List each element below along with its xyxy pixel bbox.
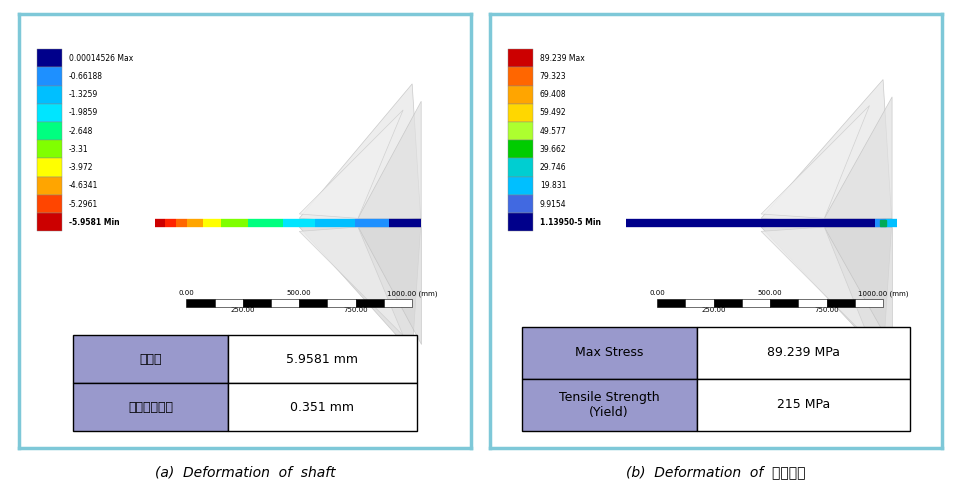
Bar	[37, 140, 62, 159]
Bar	[228, 383, 417, 431]
Bar	[508, 159, 533, 177]
Bar	[697, 379, 910, 431]
Text: 0.351 mm: 0.351 mm	[290, 401, 355, 414]
Text: 750.00: 750.00	[814, 307, 839, 313]
Bar	[328, 299, 356, 308]
Text: Tensile Strength
(Yield): Tensile Strength (Yield)	[558, 391, 659, 419]
Text: 89.239 MPa: 89.239 MPa	[767, 347, 840, 359]
Bar	[37, 122, 62, 140]
Text: -3.31: -3.31	[69, 145, 88, 154]
Text: 19.831: 19.831	[540, 181, 566, 190]
Text: 69.408: 69.408	[540, 90, 566, 99]
Text: 89.239 Max: 89.239 Max	[540, 54, 584, 63]
Bar	[37, 177, 62, 195]
Polygon shape	[299, 110, 404, 218]
Bar	[508, 67, 533, 86]
Polygon shape	[357, 101, 421, 218]
Text: 49.577: 49.577	[540, 127, 567, 135]
Text: 750.00: 750.00	[343, 307, 368, 313]
Text: 9.9154: 9.9154	[540, 200, 566, 209]
Polygon shape	[357, 227, 421, 344]
Bar	[508, 213, 533, 231]
Text: 침집률기준치: 침집률기준치	[128, 401, 173, 414]
Bar	[37, 49, 62, 67]
Text: 500.00: 500.00	[758, 290, 782, 296]
Polygon shape	[825, 227, 892, 348]
Bar	[37, 195, 62, 213]
Text: 0.00: 0.00	[179, 290, 194, 296]
Text: -4.6341: -4.6341	[69, 181, 98, 190]
Bar	[384, 299, 412, 308]
Polygon shape	[299, 84, 421, 227]
Text: 1.13950-5 Min: 1.13950-5 Min	[540, 218, 601, 227]
Text: 79.323: 79.323	[540, 72, 566, 81]
Bar	[186, 299, 214, 308]
Polygon shape	[761, 227, 870, 340]
Bar	[37, 104, 62, 122]
Bar	[770, 299, 799, 308]
Bar	[714, 299, 742, 308]
Bar	[37, 213, 62, 231]
Bar	[243, 299, 271, 308]
Text: -3.972: -3.972	[69, 163, 93, 172]
Polygon shape	[761, 80, 892, 227]
Bar	[73, 383, 228, 431]
Bar	[508, 140, 533, 159]
Bar	[697, 327, 910, 379]
Bar	[522, 327, 697, 379]
Bar	[742, 299, 770, 308]
Text: 215 MPa: 215 MPa	[776, 399, 830, 411]
Text: 0.00: 0.00	[650, 290, 665, 296]
Bar	[522, 379, 697, 431]
Bar	[855, 299, 883, 308]
Bar	[37, 159, 62, 177]
Text: Max Stress: Max Stress	[575, 347, 643, 359]
Text: (a)  Deformation  of  shaft: (a) Deformation of shaft	[155, 466, 335, 480]
Text: -0.66188: -0.66188	[69, 72, 103, 81]
Text: 5.9581 mm: 5.9581 mm	[286, 353, 358, 366]
Bar	[508, 86, 533, 104]
Bar	[508, 104, 533, 122]
Polygon shape	[761, 106, 870, 218]
Bar	[508, 177, 533, 195]
Polygon shape	[825, 97, 892, 218]
Bar	[37, 67, 62, 86]
Bar	[73, 335, 228, 383]
Bar	[685, 299, 714, 308]
Text: -5.9581 Min: -5.9581 Min	[69, 218, 119, 227]
Text: 0.00014526 Max: 0.00014526 Max	[69, 54, 134, 63]
Polygon shape	[299, 218, 421, 353]
Bar	[508, 122, 533, 140]
Text: 500.00: 500.00	[287, 290, 311, 296]
Bar	[299, 299, 328, 308]
Text: 59.492: 59.492	[540, 108, 566, 118]
Text: -5.2961: -5.2961	[69, 200, 98, 209]
Text: -1.3259: -1.3259	[69, 90, 98, 99]
Polygon shape	[761, 218, 892, 357]
Text: 침집량: 침집량	[139, 353, 161, 366]
Text: 1000.00 (mm): 1000.00 (mm)	[858, 290, 908, 296]
Text: 39.662: 39.662	[540, 145, 566, 154]
Text: -1.9859: -1.9859	[69, 108, 98, 118]
Bar	[508, 49, 533, 67]
Bar	[657, 299, 685, 308]
Text: 29.746: 29.746	[540, 163, 566, 172]
Bar	[228, 335, 417, 383]
Text: -2.648: -2.648	[69, 127, 93, 135]
Bar	[799, 299, 826, 308]
Text: 250.00: 250.00	[702, 307, 726, 313]
Bar	[508, 195, 533, 213]
Polygon shape	[299, 227, 404, 335]
Text: 250.00: 250.00	[231, 307, 255, 313]
Bar	[37, 86, 62, 104]
Text: (b)  Deformation  of  블레이드: (b) Deformation of 블레이드	[627, 466, 805, 480]
Bar	[826, 299, 855, 308]
Text: 1000.00 (mm): 1000.00 (mm)	[387, 290, 437, 296]
Bar	[214, 299, 243, 308]
Bar	[271, 299, 299, 308]
Bar	[356, 299, 384, 308]
